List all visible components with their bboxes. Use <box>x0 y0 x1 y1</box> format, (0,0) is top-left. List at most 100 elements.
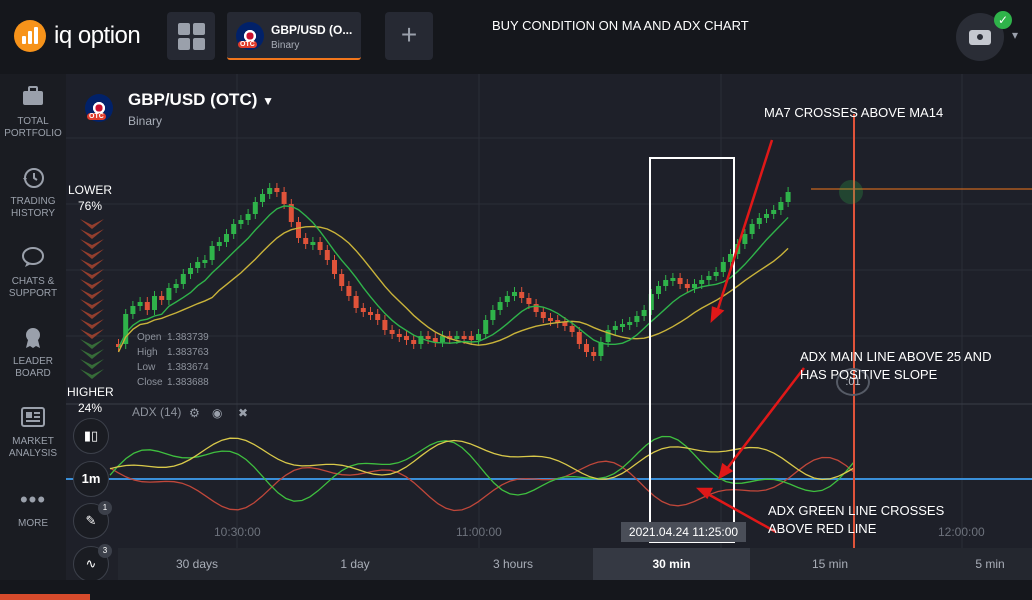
candle <box>123 314 129 344</box>
candle <box>526 298 532 304</box>
sentiment-chevron <box>80 239 104 249</box>
candle <box>245 214 251 220</box>
candle <box>648 294 654 310</box>
otc-badge: OTC <box>238 41 257 48</box>
sentiment-chevron <box>80 269 104 279</box>
candle <box>692 284 697 288</box>
candle <box>627 322 633 325</box>
candle <box>130 306 136 314</box>
chevron-down-icon[interactable]: ▾ <box>1012 28 1019 42</box>
chart-area[interactable] <box>66 74 1032 550</box>
candle <box>476 334 481 340</box>
price-chart[interactable] <box>66 74 1032 550</box>
candle <box>159 296 165 300</box>
candle <box>260 194 265 202</box>
chat-icon <box>0 246 66 270</box>
candle <box>173 284 179 288</box>
annotation-title: BUY CONDITION ON MA AND ADX CHART <box>492 18 749 33</box>
sentiment-chevron <box>80 309 104 319</box>
chart-type-button[interactable]: ▮▯ <box>73 418 109 454</box>
candle <box>584 344 589 352</box>
sidebar: TOTAL PORTFOLIO TRADING HISTORY CHATS & … <box>0 74 66 600</box>
time-tick: 10:30:00 <box>214 525 261 539</box>
sentiment-chevron <box>80 349 104 359</box>
candle <box>267 188 273 194</box>
candle <box>684 284 690 288</box>
more-icon: ••• <box>19 487 47 512</box>
logo[interactable]: iq option <box>14 20 141 52</box>
chevron-down-icon: ▼ <box>262 94 275 108</box>
candle <box>281 192 287 204</box>
candle <box>598 342 604 356</box>
candle <box>332 260 337 274</box>
candle <box>490 310 496 320</box>
candle <box>562 322 568 326</box>
indicators-button[interactable]: ∿ 3 <box>73 544 112 582</box>
candle <box>353 296 359 308</box>
history-icon <box>0 166 66 190</box>
period-30-days[interactable]: 30 days <box>175 557 219 571</box>
gear-icon[interactable]: ⚙ <box>189 406 200 420</box>
sidebar-item-label: MORE <box>18 518 48 529</box>
candle <box>512 292 517 296</box>
candle <box>310 242 316 245</box>
period-selector: 30 days 1 day 3 hours 30 min 15 min 5 mi… <box>118 548 1032 580</box>
sidebar-item-more[interactable]: ••• MORE <box>0 488 66 530</box>
candle <box>375 314 381 320</box>
sidebar-item-market-analysis[interactable]: MARKET ANALYSIS <box>0 406 66 460</box>
adx-main-line <box>109 437 855 481</box>
candle <box>454 336 460 339</box>
candle <box>749 224 755 234</box>
candle <box>440 336 445 342</box>
candle <box>180 274 186 284</box>
candle <box>137 302 143 306</box>
asset-tab[interactable]: OTC GBP/USD (O... Binary <box>227 12 361 60</box>
lower-label: LOWER <box>67 183 112 197</box>
period-3-hours[interactable]: 3 hours <box>492 557 534 571</box>
sentiment-chevron <box>80 299 104 309</box>
grid-icon <box>177 22 190 35</box>
time-tick: 12:00:00 <box>938 525 985 539</box>
candle <box>591 352 597 356</box>
candle <box>468 336 474 340</box>
candle <box>605 330 611 342</box>
candle <box>778 202 784 210</box>
sidebar-item-chats-support[interactable]: CHATS & SUPPORT <box>0 246 66 300</box>
candle <box>231 224 237 234</box>
footer-tab[interactable] <box>0 594 90 600</box>
apps-grid-button[interactable] <box>167 12 215 60</box>
period-5-min[interactable]: 5 min <box>975 557 1005 571</box>
period-30-min[interactable]: 30 min <box>593 548 750 580</box>
period-1-day[interactable]: 1 day <box>340 557 370 571</box>
draw-tool-button[interactable]: ✎ 1 <box>73 501 112 539</box>
candle <box>418 336 424 344</box>
sidebar-item-label: CHATS & SUPPORT <box>8 276 58 299</box>
candle <box>548 318 553 321</box>
sidebar-item-label: MARKET ANALYSIS <box>8 436 58 459</box>
close-icon[interactable]: ✖ <box>238 406 249 420</box>
candle <box>656 286 661 294</box>
candle <box>382 320 388 330</box>
annotation-arrows <box>695 139 805 534</box>
higher-label: HIGHER <box>67 385 114 399</box>
candle <box>764 214 769 218</box>
candle <box>519 292 525 298</box>
candle <box>533 304 539 312</box>
period-15-min[interactable]: 15 min <box>811 557 849 571</box>
candle <box>670 278 676 281</box>
asset-title[interactable]: GBP/USD (OTC) ▼ <box>128 90 275 109</box>
highlight-box <box>649 157 735 543</box>
current-price-glow <box>839 180 863 204</box>
candle <box>504 296 510 302</box>
candle <box>432 338 438 342</box>
candle <box>576 332 582 344</box>
sentiment-chevron <box>80 279 104 289</box>
add-tab-button[interactable]: + <box>385 12 433 60</box>
expiry-timer: :01 <box>836 368 870 396</box>
sidebar-item-leader-board[interactable]: LEADER BOARD <box>0 326 66 380</box>
eye-icon[interactable]: ◉ <box>212 406 223 420</box>
timeframe-button[interactable]: 1m <box>73 461 109 497</box>
sidebar-item-total-portfolio[interactable]: TOTAL PORTFOLIO <box>0 86 66 140</box>
sidebar-item-trading-history[interactable]: TRADING HISTORY <box>0 166 66 220</box>
candle <box>677 278 683 284</box>
